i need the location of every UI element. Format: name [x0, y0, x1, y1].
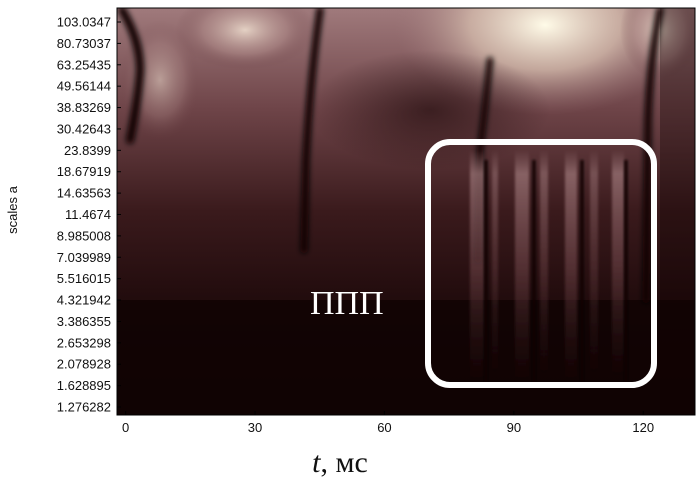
y-tick-label: 8.985008 [57, 228, 111, 243]
highlight-box [425, 139, 657, 388]
y-tick-label: 18.67919 [57, 164, 111, 179]
y-tick-label: 38.83269 [57, 100, 111, 115]
y-tick-label: 2.078928 [57, 357, 111, 372]
annotation-label: ППП [310, 285, 384, 322]
x-axis-label-unit: , мс [321, 446, 368, 479]
y-tick-label: 3.386355 [57, 314, 111, 329]
x-tick-label: 30 [248, 420, 262, 435]
x-tick-label: 90 [507, 420, 521, 435]
y-tick-label: 4.321942 [57, 293, 111, 308]
y-tick-label: 1.276282 [57, 400, 111, 415]
y-tick-label: 2.653298 [57, 335, 111, 350]
y-tick-label: 11.4674 [65, 207, 111, 222]
x-tick-label: 0 [122, 420, 129, 435]
plot-frame [116, 7, 696, 416]
x-axis-label-var: t [312, 446, 321, 479]
y-tick-label: 49.56144 [57, 79, 111, 94]
y-tick-label: 30.42643 [57, 121, 111, 136]
y-tick-label: 23.8399 [64, 143, 111, 158]
x-tick-label: 60 [377, 420, 391, 435]
y-tick-label: 103.0347 [57, 15, 111, 30]
x-axis-label: t, мс [312, 446, 368, 479]
y-tick-label: 14.63563 [57, 186, 111, 201]
y-axis-ticks: 103.0347 80.73037 63.25435 49.56144 38.83269… [57, 15, 121, 415]
y-axis-label: scales a [5, 185, 20, 233]
y-tick-label: 1.628895 [57, 378, 111, 393]
x-tick-label: 120 [632, 420, 654, 435]
y-tick-label: 5.516015 [57, 271, 111, 286]
y-tick-label: 63.25435 [57, 57, 111, 72]
x-axis-ticks: 0 30 60 90 120 [122, 411, 654, 435]
heatmap-image [117, 8, 695, 415]
y-tick-label: 80.73037 [57, 36, 111, 51]
y-tick-label: 7.039989 [57, 250, 111, 265]
